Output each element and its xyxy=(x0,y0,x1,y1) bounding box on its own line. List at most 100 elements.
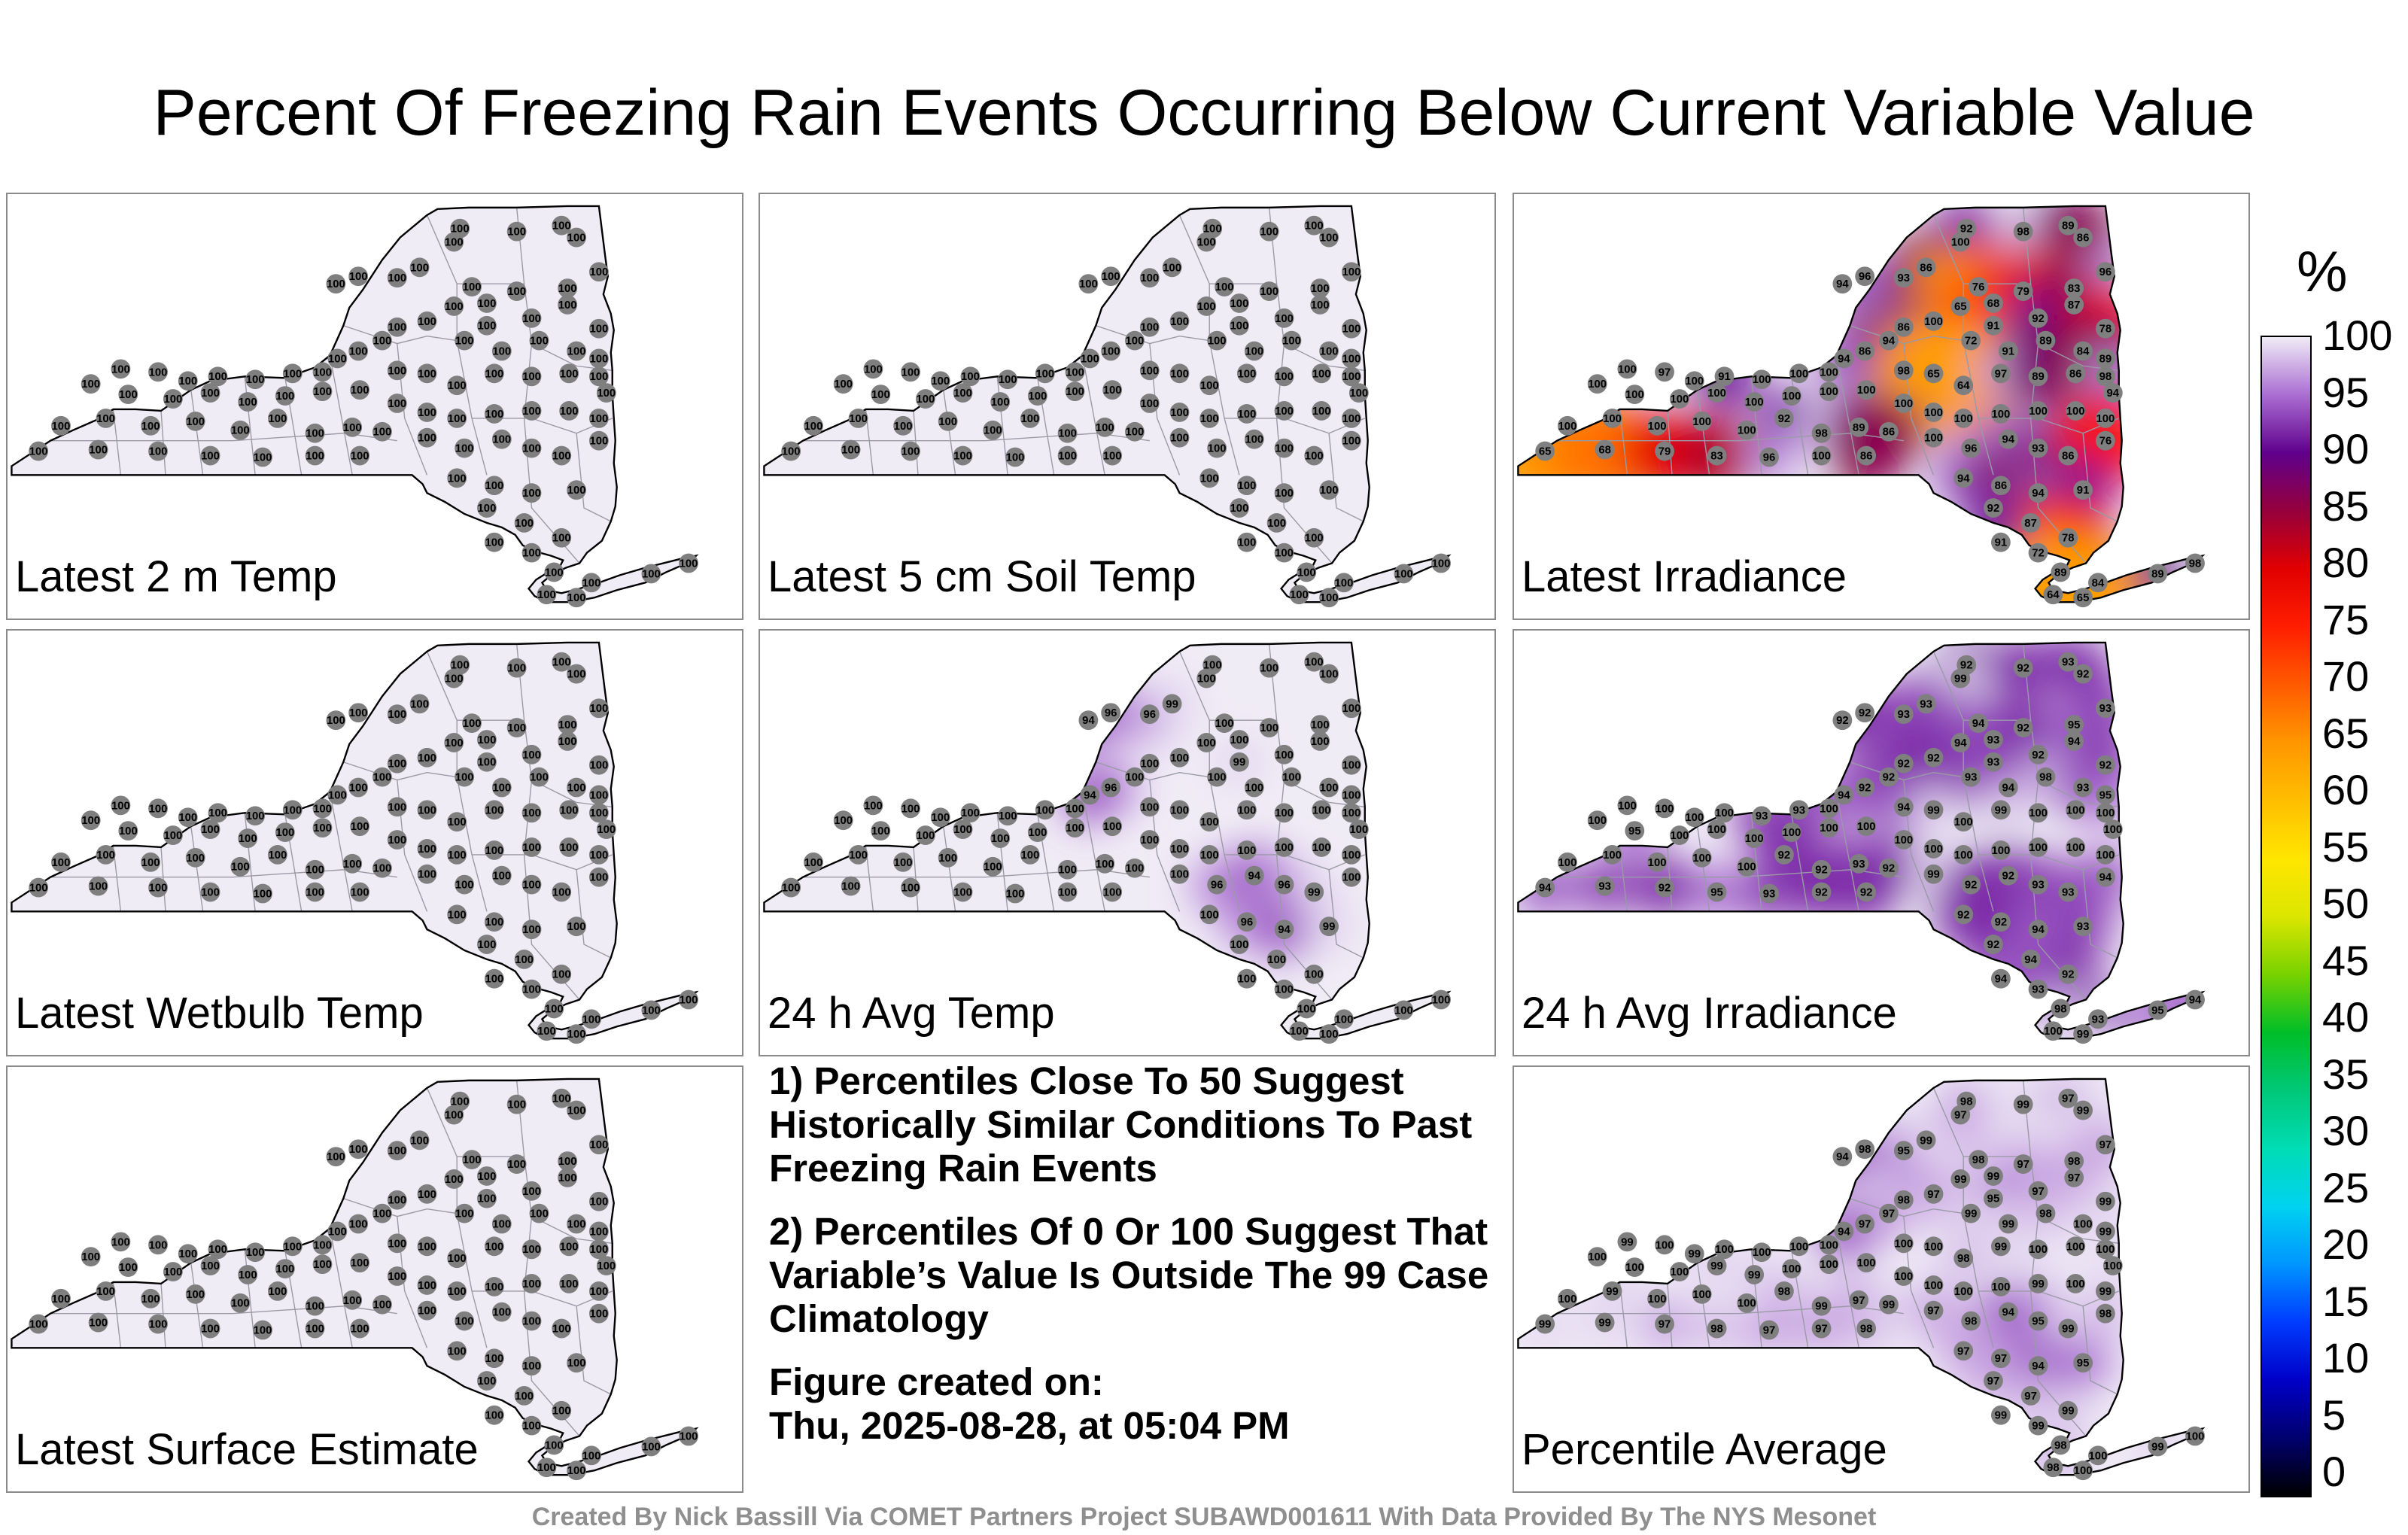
station-marker: 93 xyxy=(1961,767,1981,787)
station-dot xyxy=(1199,904,1220,925)
station-marker: 100 xyxy=(326,274,346,294)
station-value: 98 xyxy=(1965,1316,1978,1328)
station-dot xyxy=(1341,785,1361,805)
station-value: 100 xyxy=(1170,869,1189,881)
station-marker: 100 xyxy=(1259,658,1279,678)
station-value: 93 xyxy=(2032,880,2045,892)
station-value: 100 xyxy=(1028,391,1047,403)
station-dot xyxy=(1102,380,1123,400)
station-dot xyxy=(2028,979,2048,999)
station-dot xyxy=(596,819,616,840)
station-value: 100 xyxy=(388,1271,406,1283)
station-value: 93 xyxy=(1965,772,1978,784)
station-dot xyxy=(1953,1248,1974,1269)
station-value: 100 xyxy=(445,1174,464,1186)
station-dot xyxy=(893,415,914,436)
station-dot xyxy=(477,1188,497,1208)
station-marker: 100 xyxy=(185,847,205,868)
station-marker: 100 xyxy=(327,348,348,369)
station-value: 100 xyxy=(52,857,71,869)
station-marker: 100 xyxy=(29,1314,49,1334)
station-value: 94 xyxy=(1838,353,1850,365)
station-value: 100 xyxy=(1305,451,1324,463)
station-value: 100 xyxy=(597,388,616,400)
station-value: 100 xyxy=(1275,807,1294,819)
station-value: 100 xyxy=(208,1244,227,1256)
station-dot xyxy=(409,694,430,714)
station-dot xyxy=(1236,476,1257,496)
station-dot xyxy=(1879,1294,1899,1315)
station-dot xyxy=(1752,806,1772,826)
note-2: 2) Percentiles Of 0 Or 100 Suggest That … xyxy=(769,1210,1489,1340)
station-dot xyxy=(1879,767,1899,787)
station-marker: 100 xyxy=(1312,837,1332,857)
station-dot xyxy=(81,1247,101,1267)
station-marker: 64 xyxy=(1953,375,1974,396)
station-marker: 100 xyxy=(1341,803,1361,823)
station-value: 100 xyxy=(1558,421,1577,433)
station-dot xyxy=(2058,652,2078,672)
station-marker: 100 xyxy=(387,1141,407,1161)
station-marker: 98 xyxy=(1856,1318,1877,1339)
station-dot xyxy=(1215,713,1234,734)
station-dot xyxy=(1057,445,1078,466)
station-marker: 86 xyxy=(1893,317,1914,337)
station-value: 100 xyxy=(1648,1293,1667,1306)
station-value: 100 xyxy=(530,1208,549,1220)
station-dot xyxy=(1341,430,1361,451)
county-line xyxy=(1850,761,1964,781)
station-value: 99 xyxy=(2099,1286,2112,1298)
station-value: 99 xyxy=(1927,804,1940,816)
station-dot xyxy=(2058,882,2078,902)
station-marker: 100 xyxy=(930,371,950,391)
station-marker: 100 xyxy=(679,989,698,1010)
state-outline xyxy=(763,641,1452,1040)
station-dot xyxy=(1832,710,1853,731)
station-marker: 100 xyxy=(1737,420,1757,440)
station-value: 99 xyxy=(1995,1241,2008,1253)
station-dot xyxy=(1274,837,1294,857)
station-dot xyxy=(1832,1147,1853,1167)
station-dot xyxy=(1789,800,1809,820)
station-marker: 100 xyxy=(679,1426,698,1446)
station-value: 93 xyxy=(1987,734,2000,746)
station-marker: 100 xyxy=(1312,363,1332,384)
station-value: 100 xyxy=(2066,406,2085,418)
station-value: 100 xyxy=(1066,803,1084,815)
colorbar-tick-label: 85 xyxy=(2322,482,2370,530)
station-dot xyxy=(350,1253,370,1273)
station-dot xyxy=(484,363,504,384)
colorbar-tick-label: 60 xyxy=(2322,766,2370,813)
station-dot xyxy=(559,401,579,421)
station-dot xyxy=(348,777,369,798)
station-value: 100 xyxy=(178,812,197,824)
station-marker: 94 xyxy=(2095,867,2115,887)
station-dot xyxy=(1950,1169,1971,1189)
station-value: 100 xyxy=(1820,822,1838,834)
station-marker: 100 xyxy=(484,1405,504,1425)
station-marker: 100 xyxy=(1207,438,1227,458)
station-value: 100 xyxy=(410,262,429,274)
station-dot xyxy=(1057,859,1078,880)
station-dot xyxy=(1341,867,1361,887)
station-value: 100 xyxy=(1745,833,1764,845)
station-marker: 100 xyxy=(1625,1257,1645,1278)
station-value: 98 xyxy=(2039,1208,2052,1220)
station-marker: 100 xyxy=(596,1256,616,1276)
station-value: 100 xyxy=(522,880,541,892)
station-dot xyxy=(1655,877,1674,898)
station-value: 100 xyxy=(111,1236,130,1248)
station-marker: 100 xyxy=(1065,362,1085,382)
station-marker: 100 xyxy=(998,369,1018,390)
station-dot xyxy=(1923,839,1944,859)
station-dot xyxy=(2088,573,2108,593)
station-marker: 65 xyxy=(2073,588,2093,608)
station-marker: 92 xyxy=(2013,658,2033,678)
station-marker: 100 xyxy=(455,874,475,895)
station-value: 93 xyxy=(2062,887,2075,899)
station-value: 100 xyxy=(1230,298,1249,310)
station-value: 94 xyxy=(1972,718,1985,730)
station-value: 100 xyxy=(1103,385,1122,397)
station-marker: 100 xyxy=(1789,363,1809,384)
station-dot xyxy=(2066,837,2086,857)
